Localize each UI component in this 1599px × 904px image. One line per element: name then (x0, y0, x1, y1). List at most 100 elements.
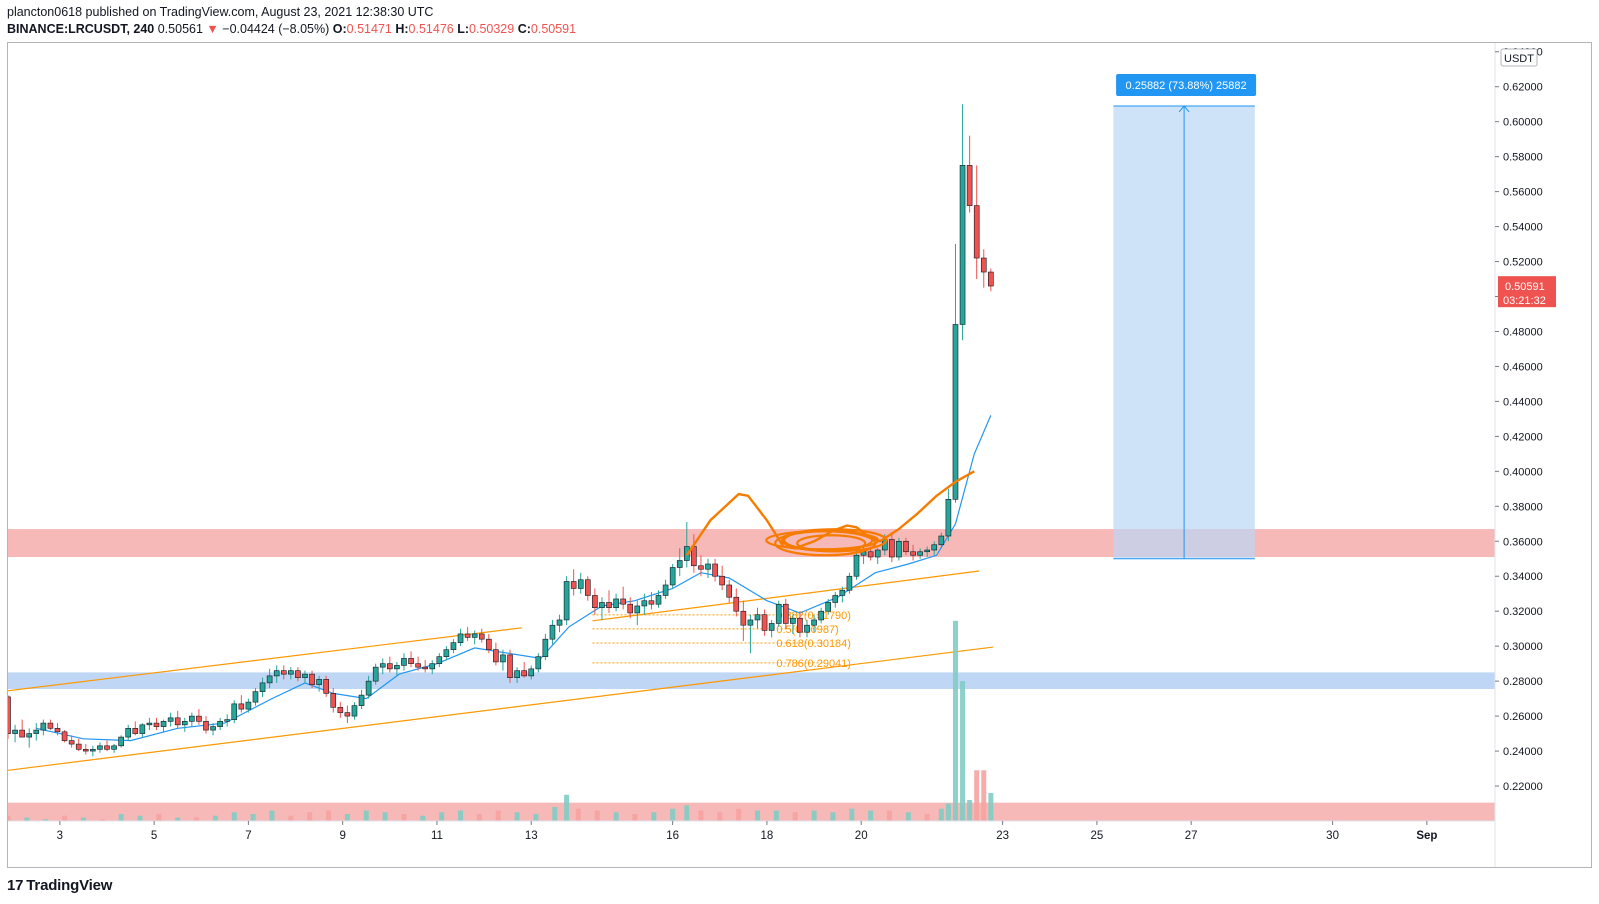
candle-body (196, 715, 202, 722)
candle-body (316, 679, 322, 685)
candle-body (719, 575, 725, 586)
candle (337, 702, 344, 718)
candle (259, 677, 266, 697)
candle-body (514, 670, 520, 678)
candle-body (259, 682, 266, 692)
volume-bar (175, 817, 181, 821)
candle-body (358, 694, 365, 706)
candle (153, 717, 160, 731)
tradingview-logo[interactable]: 17 TradingView (7, 877, 112, 894)
volume-bar (476, 814, 482, 821)
chart-frame[interactable]: 0.25882 (73.88%) 258820.382(0.31790)0.5(… (7, 42, 1592, 868)
fib-label-0.786: 0.786(0.29041) (776, 658, 851, 670)
candle-body (959, 165, 966, 325)
y-tick-label: 0.28000 (1503, 676, 1543, 688)
candle (68, 735, 75, 748)
y-tick-label: 0.36000 (1503, 536, 1543, 548)
candle (761, 609, 768, 636)
support-zone (8, 672, 1495, 690)
x-tick-label: 7 (245, 830, 251, 842)
candle-body (337, 707, 344, 713)
candle-body (280, 670, 287, 675)
candle (648, 591, 655, 610)
candle (252, 688, 259, 706)
candle-body (90, 749, 96, 752)
candle (726, 579, 733, 603)
candle (19, 719, 25, 738)
candle (585, 576, 591, 601)
candle (189, 712, 195, 727)
x-tick-label: 9 (339, 830, 345, 842)
x-tick-label: Sep (1416, 830, 1437, 842)
candle-body (344, 712, 351, 717)
x-tick-label: 16 (666, 830, 679, 842)
publish-info: plancton0618 published on TradingView.co… (7, 5, 433, 19)
candle-body (535, 656, 542, 670)
candle-body (160, 721, 167, 727)
candle-body (464, 633, 471, 638)
candle-body (394, 665, 400, 670)
volume-bar (792, 812, 798, 821)
candle (351, 702, 358, 720)
moving-average-line (36, 415, 992, 742)
candle (210, 723, 216, 736)
volume-bar (594, 810, 600, 821)
candle-body (896, 540, 902, 558)
y-tick-label: 0.54000 (1503, 222, 1543, 234)
y-tick-label: 0.40000 (1503, 466, 1543, 478)
volume-bar (156, 814, 162, 821)
volume-bar (811, 810, 817, 821)
candle (599, 597, 605, 620)
open-label: O: (332, 22, 347, 36)
symbol-name[interactable]: BINANCE:LRCUSDT, 240 (7, 22, 155, 36)
candle-body (669, 567, 676, 586)
projection-arrow-icon (1178, 105, 1190, 113)
volume-bar (974, 770, 980, 821)
candle-body (740, 610, 747, 626)
candle-body (973, 205, 980, 259)
y-tick-label: 0.42000 (1503, 431, 1543, 443)
candle-body (988, 271, 994, 287)
candle (959, 104, 966, 341)
volume-bar (288, 815, 294, 821)
candle-body (641, 600, 648, 607)
candle-body (797, 617, 803, 633)
candle-body (917, 551, 923, 556)
candle-body (457, 633, 464, 643)
candle-body (245, 701, 252, 710)
candle-body (422, 666, 428, 670)
volume-bar (952, 620, 958, 821)
candle (528, 665, 535, 680)
annotation-curve (685, 470, 975, 556)
candle-body (146, 722, 153, 726)
candle-body (40, 722, 47, 731)
candle-body (804, 624, 810, 633)
volume-bar (231, 812, 237, 821)
candle (592, 588, 598, 615)
volume-bar (24, 817, 30, 821)
x-tick-label: 27 (1185, 830, 1198, 842)
candle (224, 714, 230, 727)
volume-bar (137, 815, 143, 821)
last-price: 0.50561 (157, 22, 203, 36)
candle (973, 165, 980, 280)
price-chart[interactable]: 0.25882 (73.88%) 258820.382(0.31790)0.5(… (8, 43, 1591, 867)
y-tick-label: 0.44000 (1503, 396, 1543, 408)
candle (775, 600, 782, 627)
candle (309, 670, 315, 689)
candle (415, 656, 421, 671)
candle (549, 619, 556, 645)
candle-body (330, 693, 337, 708)
candle (75, 738, 82, 752)
currency-box (1500, 48, 1538, 67)
candle-body (889, 539, 895, 558)
candle (563, 576, 570, 626)
candle (980, 249, 987, 288)
candle-body (132, 728, 139, 734)
candle (620, 586, 626, 610)
candle (47, 719, 54, 731)
volume-bar (401, 814, 407, 821)
candle-body (521, 670, 527, 677)
candle (782, 598, 789, 629)
volume-bar (632, 814, 638, 821)
